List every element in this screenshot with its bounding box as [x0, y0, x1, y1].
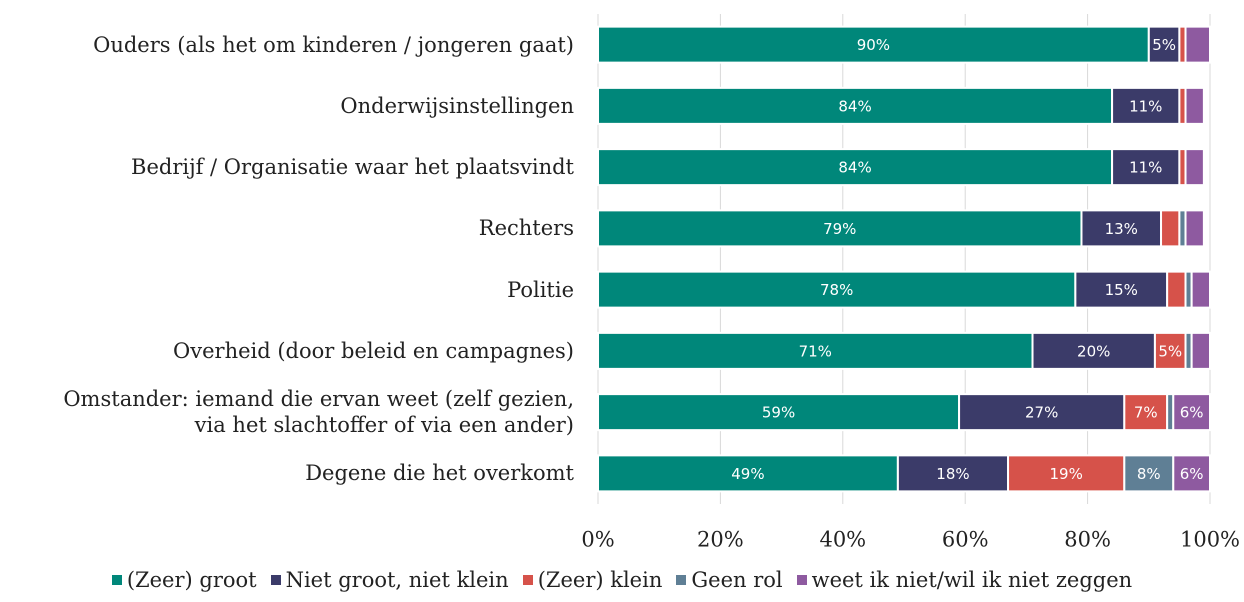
category-label: Onderwijsinstellingen	[340, 93, 574, 118]
x-tick-label: 40%	[819, 528, 866, 552]
data-label: 59%	[762, 404, 795, 422]
bar-segment	[1172, 393, 1212, 432]
bar-segment	[1111, 86, 1181, 125]
bar-segment	[1123, 393, 1169, 432]
legend-item: (Zeer) groot	[111, 568, 257, 592]
bar-segment	[1031, 331, 1156, 370]
bar-segment	[1160, 209, 1181, 248]
data-label: 18%	[936, 465, 969, 483]
bar-segment	[597, 331, 1034, 370]
data-label: 6%	[1180, 404, 1204, 422]
category-label: Politie	[507, 277, 574, 302]
bar-segment	[1184, 86, 1205, 125]
bar-segment	[1190, 270, 1212, 309]
category-label: Bedrijf / Organisatie waar het plaatsvin…	[131, 155, 574, 180]
category-label: Rechters	[478, 216, 574, 241]
data-label: 84%	[838, 159, 871, 177]
legend-item: (Zeer) klein	[522, 568, 663, 592]
bar-segment	[597, 270, 1077, 309]
data-label: 5%	[1152, 36, 1176, 54]
legend: (Zeer) groot Niet groot, niet klein (Zeer)…	[0, 568, 1244, 592]
data-label: 5%	[1158, 342, 1182, 360]
bar-segment	[896, 454, 1010, 493]
bar-segment	[1172, 454, 1212, 493]
bar-segment	[1166, 270, 1187, 309]
x-tick-label: 60%	[942, 528, 989, 552]
legend-label: weet ik niet/wil ik niet zeggen	[811, 568, 1133, 592]
data-label: 13%	[1105, 220, 1138, 238]
legend-label: Niet groot, niet klein	[285, 568, 509, 592]
bar-segment	[597, 86, 1114, 125]
data-label: 6%	[1180, 465, 1204, 483]
legend-item: weet ik niet/wil ik niet zeggen	[796, 568, 1133, 592]
x-tick-label: 100%	[1180, 528, 1240, 552]
data-label: 8%	[1137, 465, 1161, 483]
bar-segment	[958, 393, 1126, 432]
legend-item: Niet groot, niet klein	[270, 568, 509, 592]
data-label: 49%	[731, 465, 764, 483]
data-label: 71%	[799, 342, 832, 360]
legend-label: (Zeer) klein	[537, 568, 663, 592]
bar-segment	[597, 209, 1083, 248]
data-label: 84%	[838, 97, 871, 115]
data-label: 78%	[820, 281, 853, 299]
data-label: 20%	[1077, 342, 1110, 360]
data-label: 90%	[857, 36, 890, 54]
bar-segment	[597, 454, 899, 493]
bar-segment	[597, 25, 1150, 64]
bar-segment	[1007, 454, 1126, 493]
bar-segment	[1184, 209, 1205, 248]
legend-swatch	[676, 575, 687, 585]
x-tick-label: 20%	[697, 528, 744, 552]
bar-segment	[1184, 25, 1212, 64]
data-label: 7%	[1134, 404, 1158, 422]
legend-swatch	[522, 575, 533, 585]
data-label: 11%	[1129, 159, 1162, 177]
legend-swatch	[796, 575, 807, 585]
data-label: 11%	[1129, 97, 1162, 115]
bar-segment	[1153, 331, 1187, 370]
x-tick-label: 0%	[581, 528, 614, 552]
legend-label: (Zeer) groot	[126, 568, 257, 592]
category-label: Overheid (door beleid en campagnes)	[173, 338, 574, 363]
category-label: Ouders (als het om kinderen / jongeren g…	[93, 32, 574, 57]
legend-swatch	[270, 575, 281, 585]
data-label: 19%	[1050, 465, 1083, 483]
bar-segment	[1190, 331, 1212, 370]
bar-segment	[597, 148, 1114, 187]
data-label: 79%	[823, 220, 856, 238]
legend-label: Geen rol	[691, 568, 783, 592]
legend-item: Geen rol	[676, 568, 783, 592]
category-label: Omstander: iemand die ervan weet (zelf g…	[63, 387, 574, 438]
data-label: 27%	[1025, 404, 1058, 422]
x-tick-label: 80%	[1064, 528, 1111, 552]
category-label: Degene die het overkomt	[305, 461, 574, 486]
data-label: 15%	[1105, 281, 1138, 299]
bar-segment	[1080, 209, 1163, 248]
legend-swatch	[111, 575, 122, 585]
bar-segment	[1184, 148, 1205, 187]
